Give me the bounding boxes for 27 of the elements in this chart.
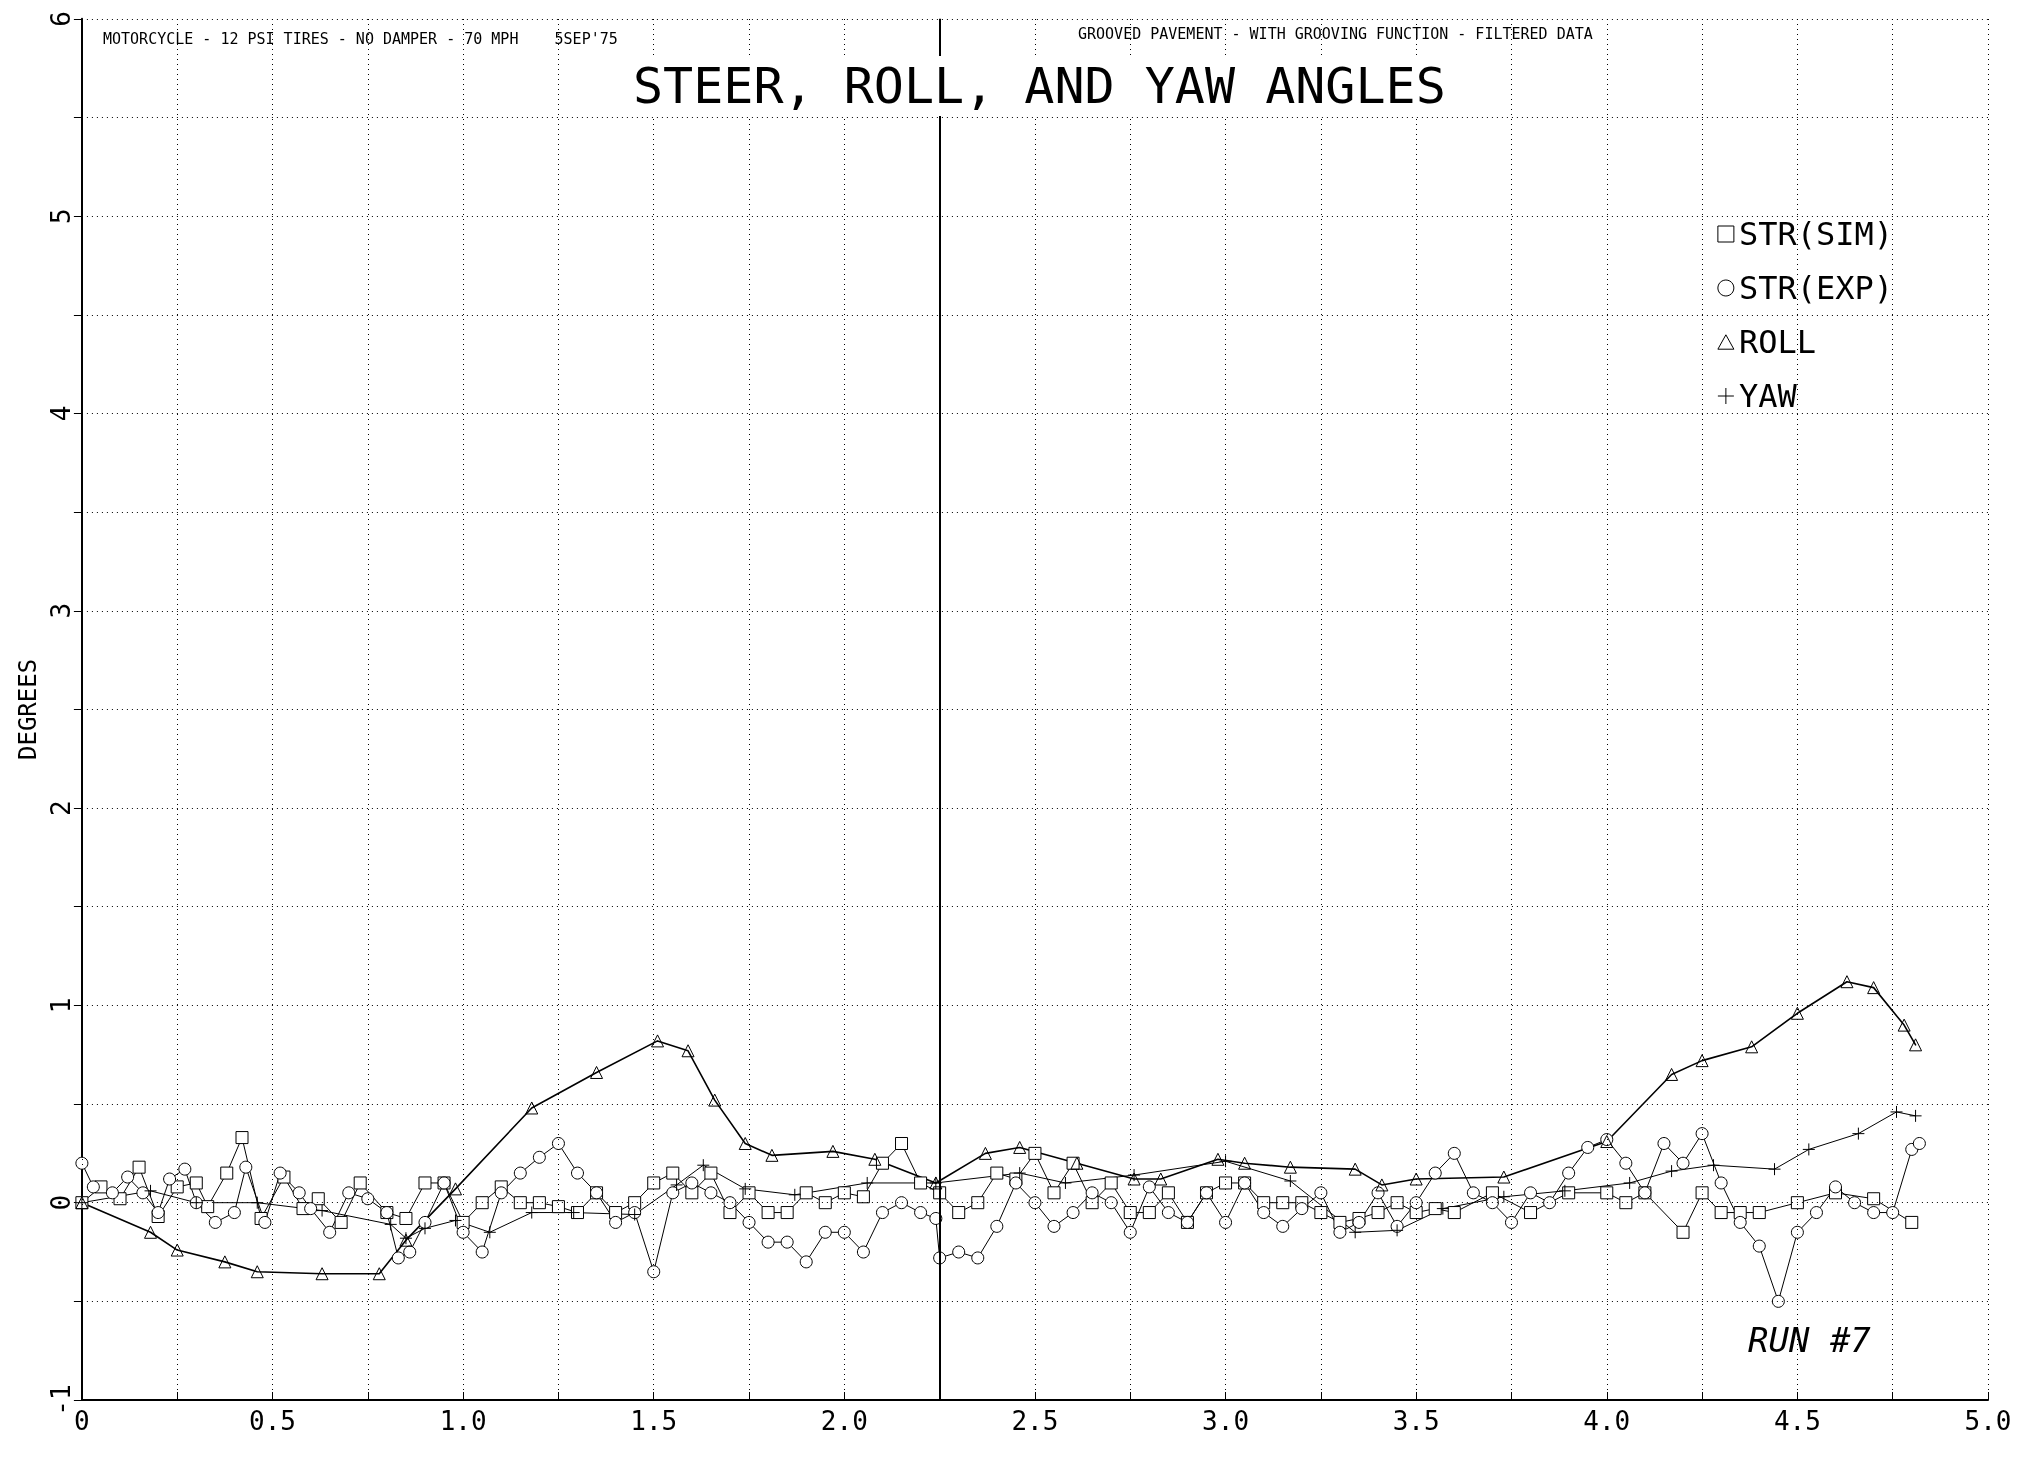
- x-tick-label: 0.5: [249, 1406, 296, 1436]
- y-tick-label: 1: [45, 997, 76, 1014]
- y-tick-label: 4: [45, 405, 76, 422]
- x-tick-label: 2.0: [820, 1406, 868, 1436]
- text: STEER, ROLL, AND YAW ANGLES: [633, 57, 1446, 115]
- y-tick-label: -1: [45, 1384, 76, 1416]
- x-tick-label: 1.0: [439, 1406, 487, 1436]
- x-tick-label: 4.5: [1773, 1406, 1821, 1436]
- annotation: RUN #7: [1748, 1320, 1872, 1360]
- y-tick-label: 3: [45, 602, 76, 619]
- x-tick-label: 5.0: [1964, 1406, 2012, 1436]
- y-tick-label: 5: [45, 208, 76, 224]
- x-tick-label: 4.0: [1583, 1406, 1631, 1436]
- x-tick-label: 3.0: [1202, 1406, 1250, 1436]
- annotation: GROOVED PAVEMENT - WITH GROOVING FUNCTION - FILTERED DATA: [1078, 24, 1593, 43]
- y-tick-label: 2: [45, 800, 76, 816]
- legend-label: STR(SIM): [1738, 215, 1893, 253]
- text: MOTORCYCLE - 12 PSI TIRES - NO DAMPER - 70 MPH 5SEP'75: [103, 29, 618, 48]
- legend-label: STR(EXP): [1738, 269, 1893, 307]
- x-tick-label: 1.5: [630, 1406, 678, 1436]
- legend-label: YAW: [1738, 377, 1798, 415]
- x-tick-label: 3.5: [1392, 1406, 1440, 1436]
- y-tick-label: 6: [45, 11, 76, 27]
- x-tick-label: 2.5: [1011, 1406, 1059, 1436]
- legend-label: ROLL: [1738, 323, 1816, 361]
- y-tick-label: 0: [45, 1194, 76, 1211]
- y-axis-title: DEGREES: [14, 658, 42, 760]
